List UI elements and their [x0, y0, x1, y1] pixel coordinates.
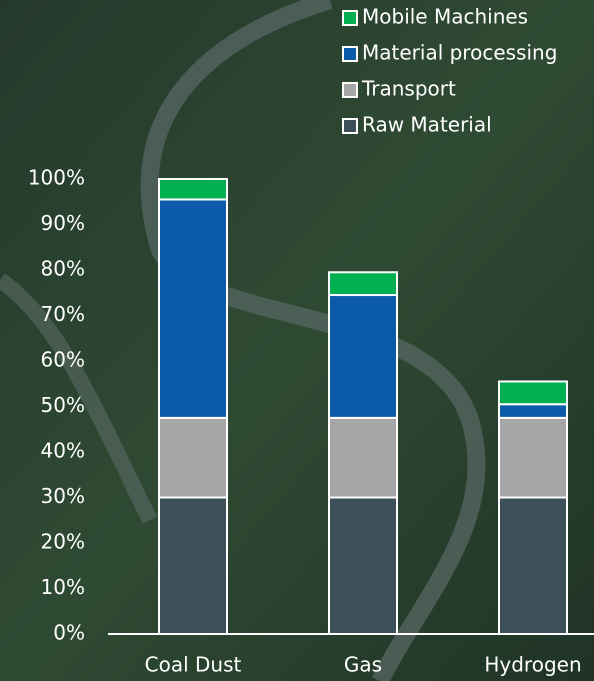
y-tick-label: 80% [41, 257, 85, 281]
y-tick-label: 60% [41, 348, 85, 372]
bar-segment [328, 271, 398, 297]
bar-segment [498, 380, 568, 406]
legend-swatch [342, 118, 358, 134]
bar-segment [158, 178, 228, 201]
y-tick-label: 50% [41, 393, 85, 417]
legend-label: Transport [361, 77, 456, 101]
y-tick-label: 100% [28, 166, 85, 190]
bar-segment [498, 416, 568, 499]
x-tick-label: Coal Dust [145, 653, 242, 677]
bar-segment [158, 496, 228, 635]
bar-segment [328, 294, 398, 419]
y-tick-label: 70% [41, 302, 85, 326]
bar-segment [328, 416, 398, 499]
legend-label: Mobile Machines [362, 5, 528, 29]
y-tick-label: 40% [41, 439, 85, 463]
x-tick-label: Hydrogen [484, 653, 581, 677]
legend-label: Material processing [362, 41, 557, 65]
bar-segment [498, 403, 568, 419]
y-tick-label: 90% [41, 211, 85, 235]
x-tick-label: Gas [344, 653, 382, 677]
y-tick-label: 0% [53, 621, 85, 645]
legend-swatch [342, 10, 358, 26]
y-tick-label: 20% [41, 530, 85, 554]
road [140, 0, 486, 681]
legend-label: Raw Material [362, 113, 492, 137]
bar-segment [328, 496, 398, 635]
road [0, 273, 158, 524]
y-tick-label: 10% [41, 575, 85, 599]
y-tick-label: 30% [41, 484, 85, 508]
bar-segment [158, 416, 228, 499]
legend-swatch [342, 46, 358, 62]
bar-segment [498, 496, 568, 635]
legend-swatch [342, 82, 358, 98]
bar-segment [158, 198, 228, 419]
